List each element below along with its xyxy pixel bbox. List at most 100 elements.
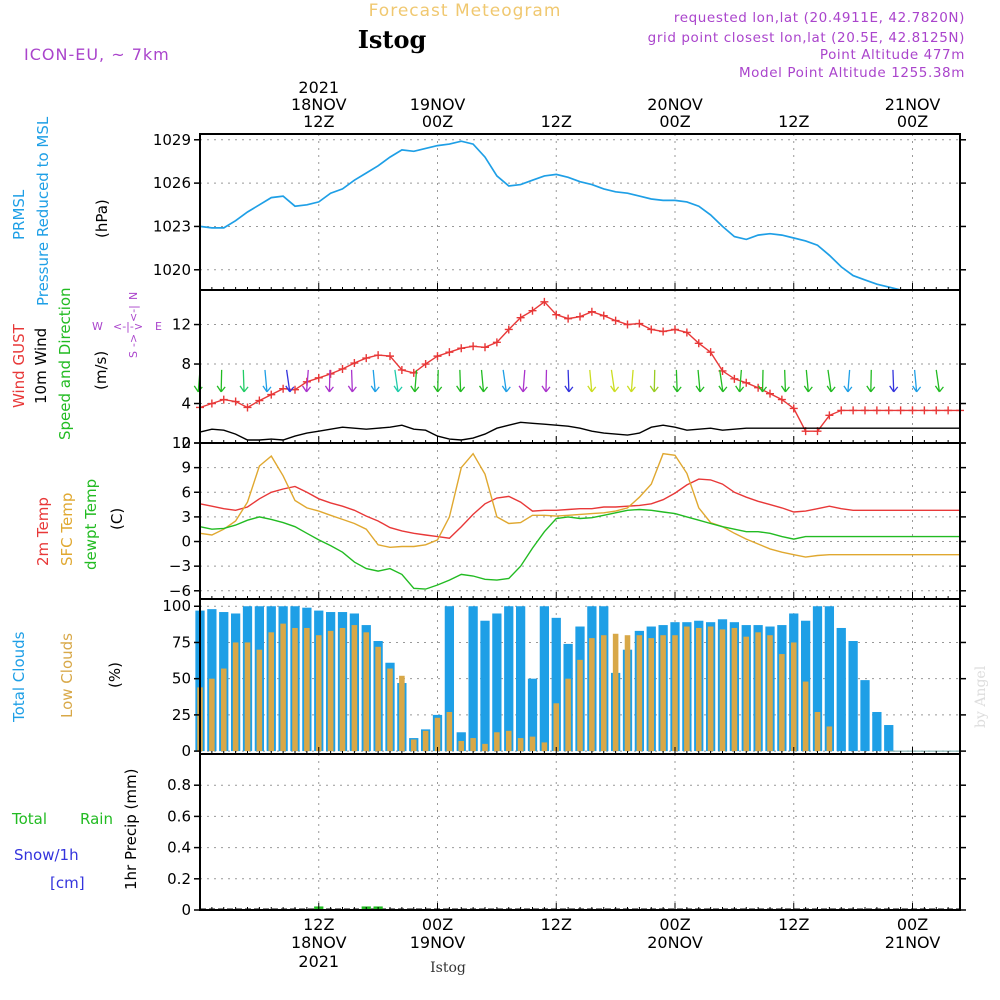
panel-frame [199, 753, 961, 911]
gust-marker [599, 311, 608, 320]
temp2m-label: 2m Temp [34, 497, 52, 566]
top-hour-label: 00Z [422, 112, 453, 131]
dewpt-temp-label: dewpt Temp [82, 479, 100, 570]
low-clouds-bar [684, 626, 690, 752]
gust-marker [481, 343, 489, 352]
total-clouds-bar [539, 606, 550, 752]
low-clouds-bar [636, 635, 643, 752]
low-clouds-bar [494, 732, 500, 752]
wind-barb [934, 369, 944, 393]
gust-marker [386, 352, 394, 361]
total-clouds-bar [812, 606, 823, 752]
low-clouds-bar [529, 736, 536, 752]
panel-frame [199, 442, 961, 600]
gust-marker [338, 364, 347, 373]
wind-barb [370, 369, 380, 393]
low-clouds-bar [767, 635, 773, 752]
wind-barb [889, 369, 899, 393]
wind-barb [695, 369, 705, 393]
grid-layer [200, 134, 960, 911]
low-clouds-bar [268, 632, 275, 752]
wind-barb [912, 369, 922, 393]
prmsl-label: PRMSL [10, 189, 28, 240]
gust-marker [754, 383, 763, 392]
low-clouds-bar [304, 627, 310, 752]
low-clouds-bar [244, 642, 251, 752]
total-clouds-bar [480, 620, 490, 752]
low-clouds-bar [660, 635, 666, 752]
low-clouds-bar [826, 726, 833, 752]
credit-watermark: by Angel [973, 665, 989, 728]
low-clouds-bar [553, 703, 560, 752]
gust-marker [861, 406, 869, 415]
total-clouds-bar [492, 613, 502, 752]
gust-marker [433, 352, 442, 361]
y-tick-label: 8 [181, 355, 191, 373]
gust-marker [267, 390, 276, 399]
gust-marker [920, 406, 929, 415]
temp2m-line [199, 478, 960, 539]
low-clouds-bar [802, 681, 809, 752]
wind-barb [324, 369, 334, 393]
gust-marker [255, 396, 264, 405]
low-clouds-bar [446, 711, 453, 752]
low-clouds-bar [731, 627, 738, 752]
gust-marker [207, 399, 216, 408]
dewpt-line [199, 508, 960, 590]
low-clouds-bar [612, 633, 619, 752]
y-tick-label: 9 [181, 459, 191, 477]
gust-marker [540, 297, 549, 306]
wind-barb [501, 369, 511, 393]
wind-barb [649, 369, 659, 393]
wind-barb [610, 369, 620, 393]
wind-barb [866, 369, 876, 393]
low-clouds-bar [790, 642, 797, 752]
low-clouds-label: Low Clouds [58, 633, 76, 718]
top-hour-label: 00Z [897, 112, 928, 131]
low-clouds-bar [624, 635, 631, 752]
wind-barb [826, 369, 836, 393]
model-point-altitude: Model Point Altitude 1255.38m [739, 65, 965, 81]
y-tick-label: 1026 [153, 174, 191, 192]
gust-marker [623, 320, 632, 329]
gust-marker [789, 404, 798, 413]
pressure-panel-labels: PRMSL Pressure Reduced to MSL (hPa) [10, 116, 111, 306]
y-tick-label: 0.4 [167, 839, 191, 857]
compass-north: N [127, 292, 140, 300]
wind-barb [393, 369, 403, 393]
gust-marker [896, 406, 905, 415]
bottom-day-label: 18NOV [291, 933, 347, 952]
total-clouds-bar [860, 680, 870, 752]
gust-marker [659, 327, 668, 336]
gust-marker [742, 378, 751, 387]
total-clouds-bar [444, 606, 455, 752]
wind-barb [433, 369, 443, 393]
station-title: Istog [358, 25, 427, 54]
total-clouds-bar [551, 617, 561, 752]
total-clouds-bar [515, 606, 526, 752]
gust-marker [374, 351, 383, 360]
bottom-day-label: 19NOV [410, 933, 466, 952]
total-clouds-bar [836, 627, 846, 752]
low-clouds-bar [719, 629, 726, 752]
low-clouds-bar [351, 625, 358, 752]
bottom-year-label: 2021 [298, 952, 339, 971]
low-clouds-bar [280, 623, 286, 752]
y-tick-label: 0.8 [167, 776, 191, 794]
low-clouds-bar [541, 742, 548, 752]
wind-barb [301, 369, 312, 393]
top-hour-label: 12Z [303, 112, 334, 131]
top-day-label: 19NOV [410, 95, 466, 114]
gust-marker [457, 344, 466, 353]
wind-barb [262, 369, 272, 393]
total-clouds-bar [848, 641, 858, 752]
panel-frame [199, 133, 961, 291]
gust-marker [730, 374, 739, 383]
celsius-unit-label: (C) [108, 508, 126, 530]
low-clouds-bar [600, 635, 607, 752]
gust-marker [326, 369, 335, 378]
gust-marker [825, 411, 834, 420]
wind-barb [285, 369, 295, 393]
low-clouds-bar [672, 635, 678, 752]
data-layer [193, 140, 964, 910]
